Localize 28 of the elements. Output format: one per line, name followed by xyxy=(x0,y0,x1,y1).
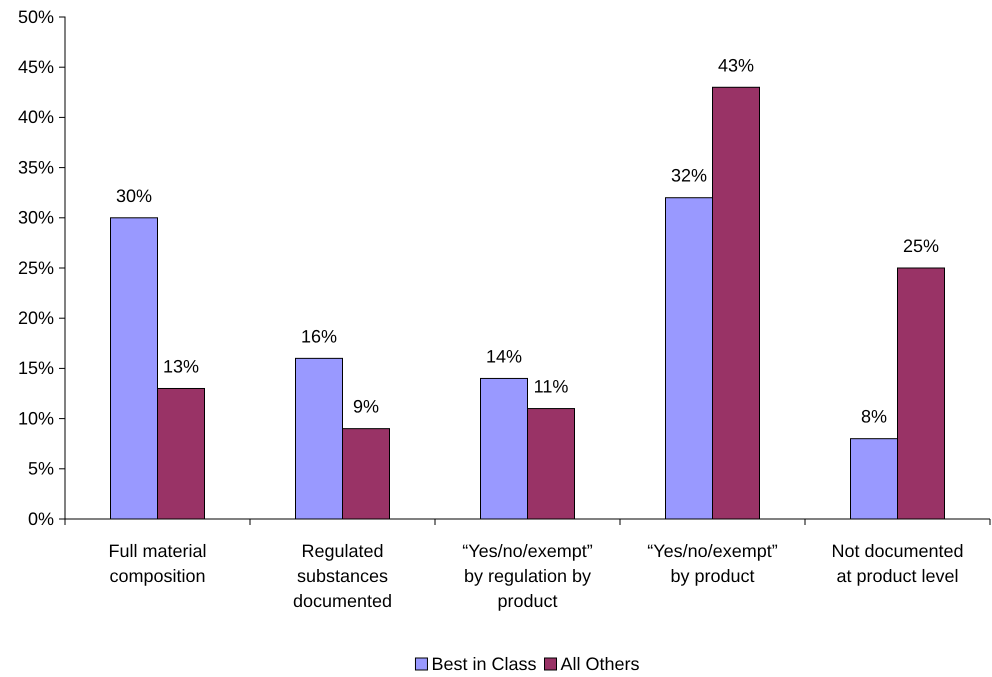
text: 14% xyxy=(486,346,522,366)
y-tick-label: 0% xyxy=(28,508,54,529)
x-tick-label: Not documented at product level xyxy=(831,541,964,586)
y-tick-label: 25% xyxy=(18,258,54,278)
text: 9% xyxy=(352,396,380,417)
y-tick-label: 35% xyxy=(18,157,54,178)
x-tick-label: Regulated substances documented xyxy=(292,541,392,611)
y-tick-label: 30% xyxy=(18,208,54,228)
x-tick-label: “Yes/no/exempt” by regulation by product xyxy=(462,541,593,611)
x-tick-label: Full material composition xyxy=(108,541,207,586)
y-tick-label: 45% xyxy=(18,56,54,77)
y-tick-label: 40% xyxy=(18,107,54,128)
y-tick-label: 15% xyxy=(18,358,54,378)
text: 8% xyxy=(860,406,888,427)
text: 30% xyxy=(116,186,152,206)
y-tick-label: 50% xyxy=(18,6,54,27)
y-tick-label: 10% xyxy=(18,408,54,428)
legend-label: All Others xyxy=(560,654,640,674)
legend-label: Best in Class xyxy=(431,654,537,674)
text: 13% xyxy=(162,356,200,376)
text: 16% xyxy=(300,326,338,346)
text: 32% xyxy=(670,166,708,186)
text: 25% xyxy=(902,236,940,256)
text: 43% xyxy=(718,55,754,76)
y-tick-label: 5% xyxy=(28,458,54,479)
text: 11% xyxy=(534,376,568,397)
x-tick-label: “Yes/no/exempt” by product xyxy=(647,541,778,586)
y-tick-label: 20% xyxy=(18,308,54,328)
